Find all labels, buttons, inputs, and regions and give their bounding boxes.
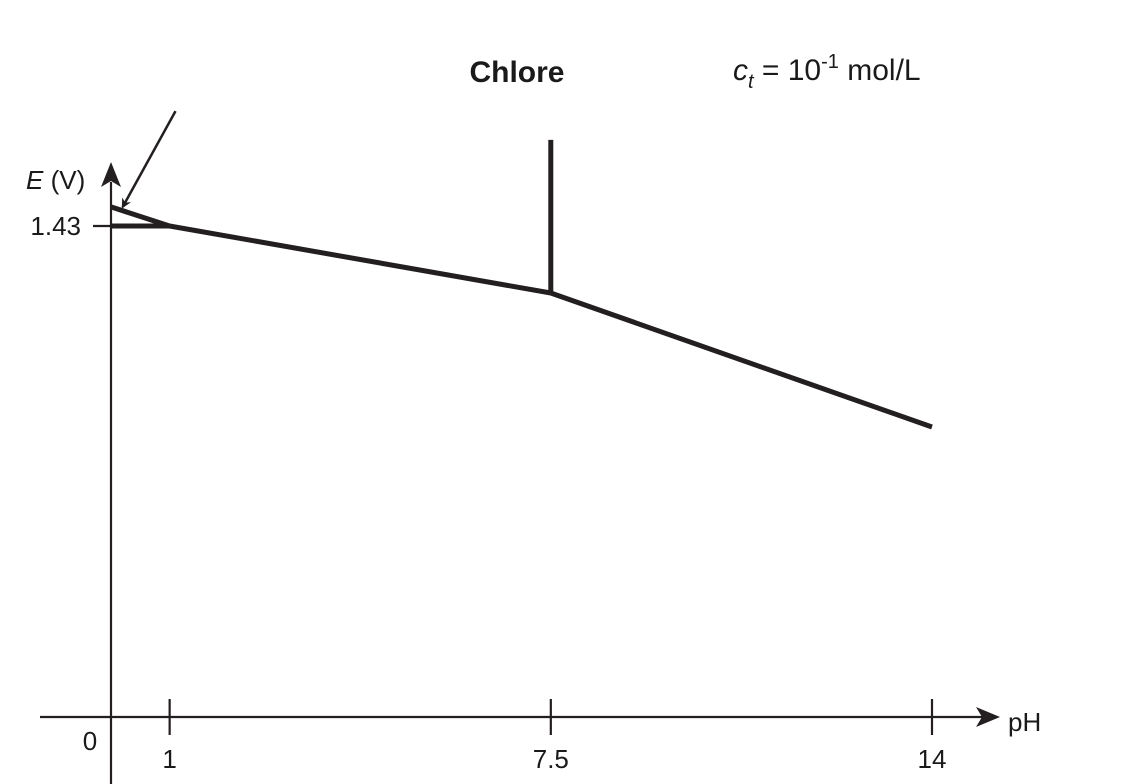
y-axis-label: E (V) — [26, 165, 85, 195]
line-segments — [110, 139, 933, 430]
y-axis-arrowhead — [101, 162, 121, 187]
origin-label: 0 — [83, 726, 97, 756]
y-tick-label-1.43: 1.43 — [30, 211, 81, 241]
y-axis-symbol: E — [26, 165, 44, 195]
concentration-var: c — [733, 54, 748, 87]
concentration-sub: t — [748, 71, 755, 93]
y-axis-unit: (V) — [43, 165, 85, 195]
x-tick-label-14: 14 — [918, 744, 947, 774]
x-axis-arrowhead — [976, 707, 1000, 727]
segment-upper-short — [110, 204, 171, 229]
chart-title: Chlore — [469, 56, 564, 89]
x-axis-label: pH — [1008, 707, 1041, 737]
annotation-arrow — [121, 110, 177, 209]
tick-group: 1 7.5 14 1.43 — [30, 211, 946, 774]
segment-right — [549, 290, 933, 430]
concentration-unit: mol/L — [839, 54, 921, 87]
concentration-label: ct = 10-1 mol/L — [733, 51, 921, 93]
concentration-exp: -1 — [821, 51, 839, 73]
x-tick-label-7.5: 7.5 — [533, 744, 569, 774]
x-tick-label-1: 1 — [162, 744, 176, 774]
concentration-eq: = 10 — [754, 54, 822, 87]
segment-middle — [169, 223, 552, 296]
